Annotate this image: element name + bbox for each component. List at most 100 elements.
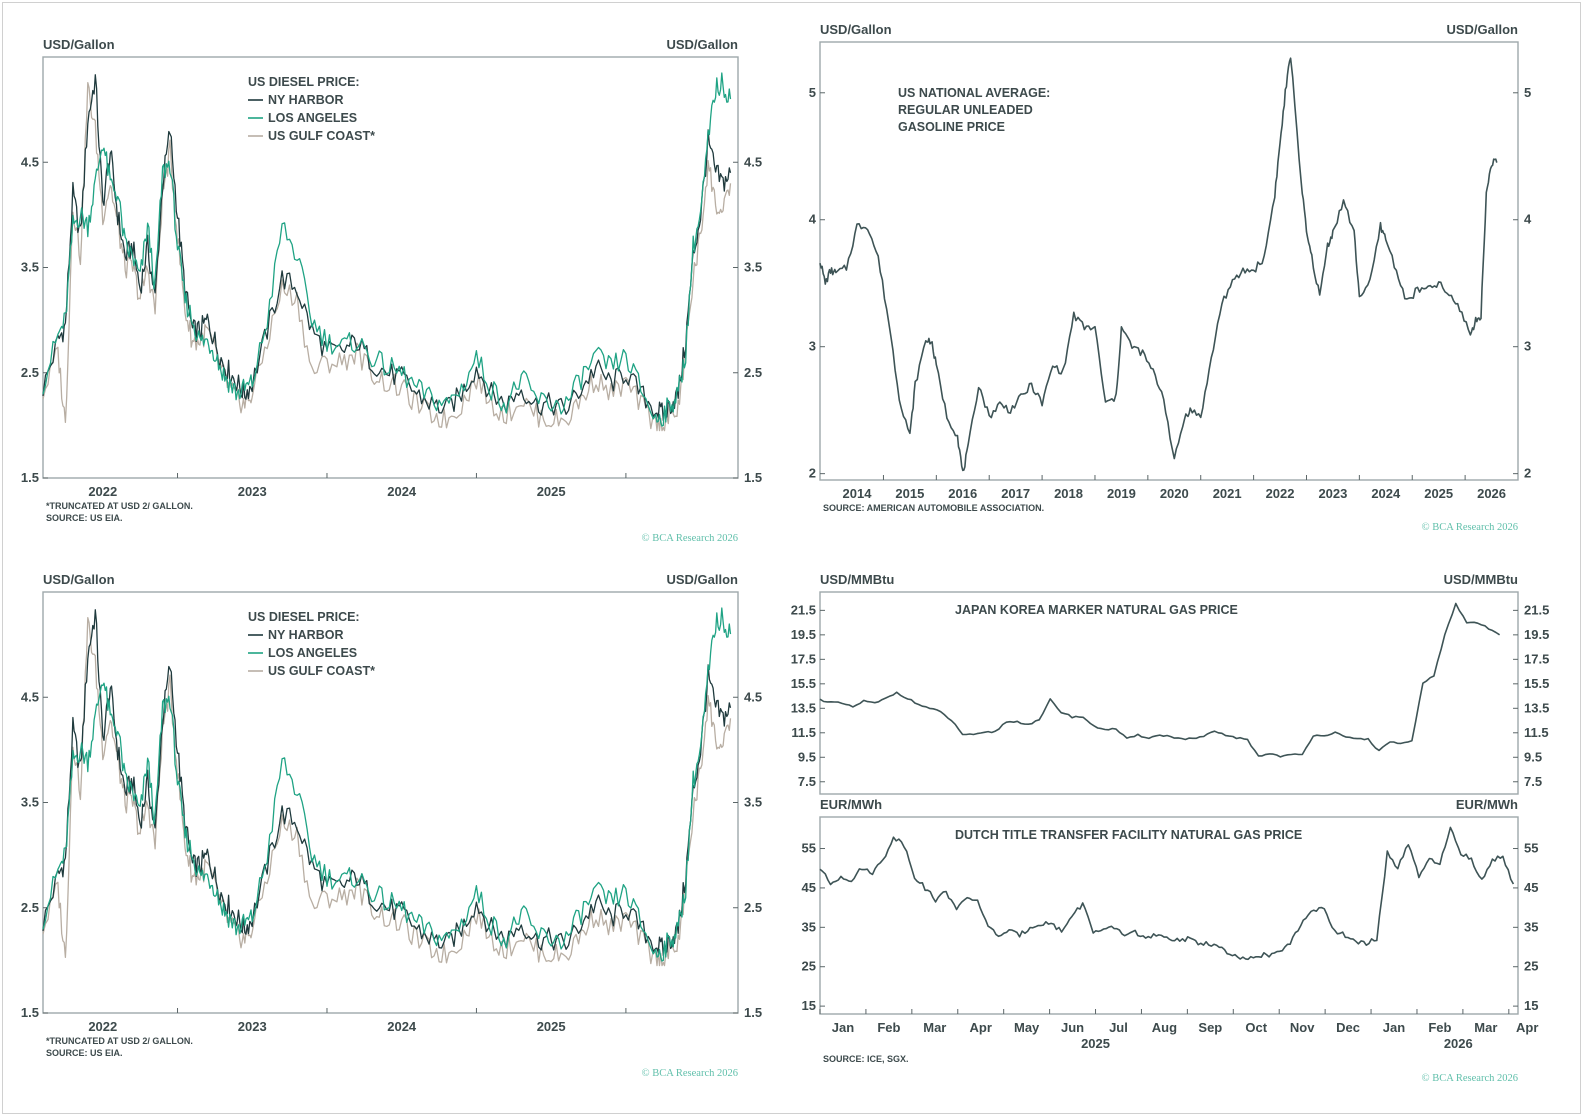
y-tick-label-right: 4.5 bbox=[744, 689, 762, 704]
x-tick-label: Mar bbox=[923, 1020, 946, 1035]
y-tick-label-right: 2.5 bbox=[744, 365, 762, 380]
y-tick-label-left: 13.5 bbox=[791, 700, 816, 715]
x-tick-label: 2017 bbox=[1001, 486, 1030, 501]
y-tick-label-right: 4 bbox=[1524, 212, 1532, 227]
legend-label: US GULF COAST* bbox=[268, 129, 375, 143]
copyright: © BCA Research 2026 bbox=[642, 1068, 738, 1079]
y-tick-label-right: 4.5 bbox=[744, 154, 762, 169]
y-axis-unit-right: EUR/MWh bbox=[1456, 797, 1518, 812]
y-tick-label-left: 3 bbox=[809, 339, 816, 354]
y-tick-label-left: 4.5 bbox=[21, 154, 39, 169]
footnote: *TRUNCATED AT USD 2/ GALLON. bbox=[46, 1036, 193, 1046]
x-tick-label: 2025 bbox=[1424, 486, 1453, 501]
y-tick-label-right: 1.5 bbox=[744, 1005, 762, 1020]
x-tick-label: Oct bbox=[1245, 1020, 1267, 1035]
plot-frame bbox=[819, 591, 1519, 795]
line-los-angeles bbox=[42, 72, 732, 427]
copyright: © BCA Research 2026 bbox=[642, 533, 738, 544]
x-tick-label: 2018 bbox=[1054, 486, 1083, 501]
y-tick-label-left: 11.5 bbox=[791, 725, 816, 740]
legend-title: US DIESEL PRICE: bbox=[248, 75, 360, 89]
y-axis-unit-left: USD/Gallon bbox=[820, 22, 892, 37]
y-tick-label-right: 3 bbox=[1524, 339, 1531, 354]
x-tick-label: 2022 bbox=[88, 1019, 117, 1034]
y-axis-unit-left: USD/Gallon bbox=[43, 37, 115, 52]
y-tick-label-right: 17.5 bbox=[1524, 651, 1549, 666]
line-ny-harbor bbox=[42, 74, 732, 422]
x-year-label: 2025 bbox=[1081, 1036, 1110, 1051]
x-tick-label: Jan bbox=[832, 1020, 854, 1035]
y-tick-label-right: 3.5 bbox=[744, 795, 762, 810]
legend-title: US DIESEL PRICE: bbox=[248, 610, 360, 624]
y-tick-label-left: 5 bbox=[809, 85, 816, 100]
y-tick-label-left: 4.5 bbox=[21, 689, 39, 704]
x-tick-label: 2025 bbox=[537, 1019, 566, 1034]
y-tick-label-left: 2.5 bbox=[21, 900, 39, 915]
y-tick-label-right: 13.5 bbox=[1524, 700, 1549, 715]
x-tick-label: Apr bbox=[970, 1020, 992, 1035]
y-tick-label-right: 19.5 bbox=[1524, 627, 1549, 642]
x-tick-label: Aug bbox=[1152, 1020, 1177, 1035]
x-tick-label: 2022 bbox=[88, 484, 117, 499]
chart-title-jkm: JAPAN KOREA MARKER NATURAL GAS PRICE bbox=[955, 603, 1238, 617]
x-tick-label: 2022 bbox=[1266, 486, 1295, 501]
legend-label: LOS ANGELES bbox=[268, 111, 357, 125]
y-tick-label-right: 55 bbox=[1524, 841, 1538, 856]
copyright: © BCA Research 2026 bbox=[1422, 522, 1518, 533]
y-tick-label-left: 15 bbox=[802, 998, 816, 1013]
y-tick-label-right: 7.5 bbox=[1524, 774, 1542, 789]
x-tick-label: 2023 bbox=[238, 484, 267, 499]
y-tick-label-right: 1.5 bbox=[744, 470, 762, 485]
chart-gasoline: 2 2 3 3 4 4 5 5 USD/Gallon USD/Gallon 2014 2015 2016… bbox=[809, 22, 1532, 533]
x-tick-label: Feb bbox=[877, 1020, 900, 1035]
x-tick-label: 2024 bbox=[1371, 486, 1401, 501]
x-tick-label: 2021 bbox=[1213, 486, 1242, 501]
y-tick-label-left: 19.5 bbox=[791, 627, 816, 642]
footnote: *TRUNCATED AT USD 2/ GALLON. bbox=[46, 501, 193, 511]
y-tick-label-left: 17.5 bbox=[791, 651, 816, 666]
source-note: SOURCE: US EIA. bbox=[46, 1048, 123, 1058]
y-tick-label-left: 1.5 bbox=[21, 1005, 39, 1020]
x-tick-label: 2014 bbox=[843, 486, 873, 501]
y-tick-label-left: 4 bbox=[809, 212, 817, 227]
y-tick-label-right: 2 bbox=[1524, 466, 1531, 481]
chart-title-line: US NATIONAL AVERAGE: bbox=[898, 86, 1050, 100]
legend-label: LOS ANGELES bbox=[268, 646, 357, 660]
y-tick-label-right: 45 bbox=[1524, 880, 1538, 895]
y-tick-label-left: 3.5 bbox=[21, 260, 39, 275]
y-tick-label-right: 15 bbox=[1524, 998, 1538, 1013]
y-tick-label-right: 5 bbox=[1524, 85, 1531, 100]
plot-frame bbox=[819, 41, 1519, 481]
x-tick-label: Feb bbox=[1428, 1020, 1451, 1035]
x-tick-label: 2026 bbox=[1477, 486, 1506, 501]
y-axis-unit-left: EUR/MWh bbox=[820, 797, 882, 812]
x-tick-label: 2023 bbox=[238, 1019, 267, 1034]
y-tick-label-right: 21.5 bbox=[1524, 602, 1549, 617]
line-regular-unleaded bbox=[819, 57, 1498, 472]
line-los-angeles bbox=[42, 607, 732, 962]
y-tick-label-left: 2.5 bbox=[21, 365, 39, 380]
y-tick-label-left: 45 bbox=[802, 880, 816, 895]
chart-diesel-top: 1.5 1.5 2.5 2.5 3.5 3.5 4.5 4.5 USD/Gallon USD/Ga… bbox=[21, 37, 762, 544]
x-tick-label: Nov bbox=[1290, 1020, 1315, 1035]
chart-title-ttf: DUTCH TITLE TRANSFER FACILITY NATURAL GA… bbox=[955, 828, 1302, 842]
plot-frame bbox=[819, 816, 1519, 1015]
x-tick-label: Sep bbox=[1198, 1020, 1222, 1035]
x-tick-label: Jan bbox=[1383, 1020, 1405, 1035]
y-tick-label-right: 2.5 bbox=[744, 900, 762, 915]
x-tick-label: Apr bbox=[1516, 1020, 1538, 1035]
y-tick-label-left: 55 bbox=[802, 841, 816, 856]
x-tick-label: 2015 bbox=[895, 486, 924, 501]
y-axis-unit-left: USD/Gallon bbox=[43, 572, 115, 587]
line-jkm bbox=[819, 602, 1501, 758]
source-note: SOURCE: AMERICAN AUTOMOBILE ASSOCIATION. bbox=[823, 503, 1044, 513]
y-tick-label-left: 3.5 bbox=[21, 795, 39, 810]
y-tick-label-right: 35 bbox=[1524, 919, 1538, 934]
y-tick-label-right: 25 bbox=[1524, 959, 1538, 974]
y-tick-label-right: 3.5 bbox=[744, 260, 762, 275]
x-tick-label: 2019 bbox=[1107, 486, 1136, 501]
source-note: SOURCE: ICE, SGX. bbox=[823, 1054, 909, 1064]
legend-label: US GULF COAST* bbox=[268, 664, 375, 678]
x-tick-label: Jun bbox=[1061, 1020, 1084, 1035]
